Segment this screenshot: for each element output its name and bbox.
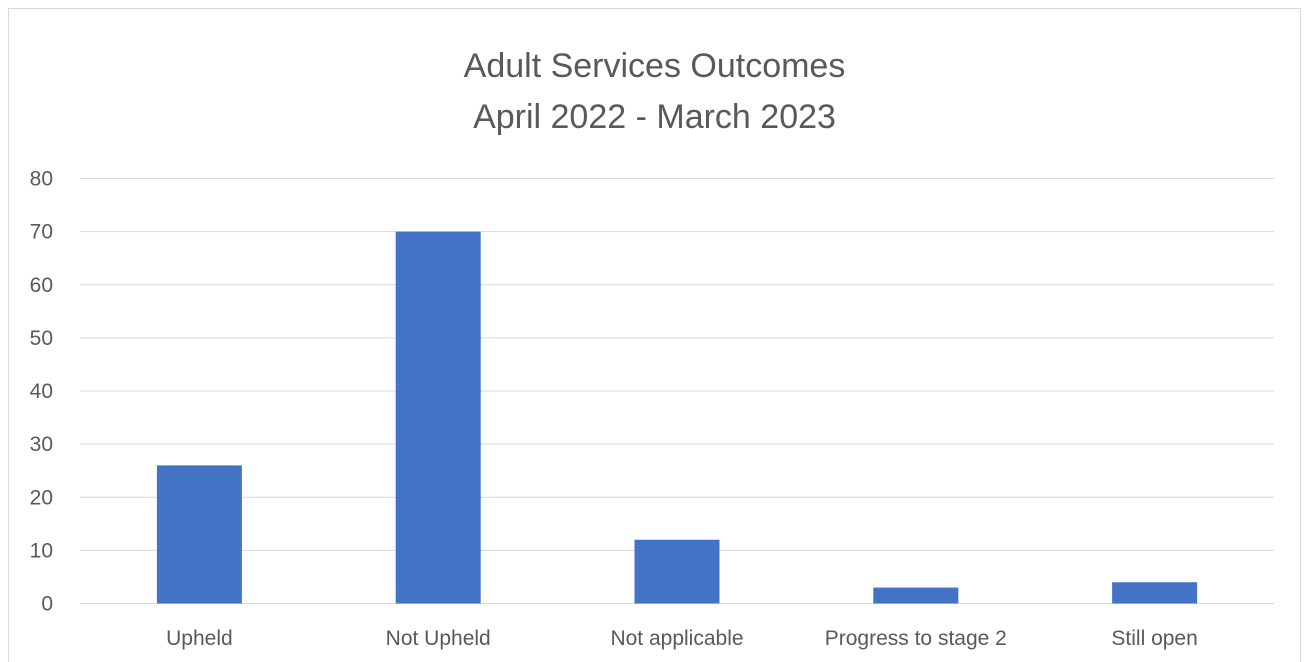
y-tick-label: 0 <box>41 593 53 616</box>
y-axis-ticks: 0 10 20 30 40 50 60 70 80 <box>30 168 53 616</box>
x-tick-label: Still open <box>1111 627 1197 650</box>
bar-still-open <box>1112 582 1198 604</box>
x-tick-label: Not Upheld <box>386 627 491 650</box>
bar-progress-to-stage-2 <box>873 587 959 604</box>
y-tick-label: 10 <box>30 539 53 562</box>
x-tick-label: Progress to stage 2 <box>825 627 1007 650</box>
y-tick-label: 30 <box>30 433 53 456</box>
chart-frame <box>8 8 1301 662</box>
y-tick-label: 50 <box>30 327 53 350</box>
chart-title-line-1: Adult Services Outcomes <box>463 47 846 85</box>
bars <box>156 231 1198 604</box>
y-tick-label: 60 <box>30 274 53 297</box>
chart-title-line-2: April 2022 - March 2023 <box>473 98 836 136</box>
bar-not-upheld <box>395 231 481 604</box>
y-tick-label: 70 <box>30 221 53 244</box>
x-axis-ticks: Upheld Not Upheld Not applicable Progress t… <box>166 627 1198 650</box>
y-tick-label: 40 <box>30 380 53 403</box>
y-tick-label: 20 <box>30 486 53 509</box>
bar-upheld <box>156 465 242 604</box>
y-tick-label: 80 <box>30 168 53 191</box>
bar-not-applicable <box>634 539 720 604</box>
x-tick-label: Not applicable <box>610 627 743 650</box>
x-tick-label: Upheld <box>166 627 233 650</box>
